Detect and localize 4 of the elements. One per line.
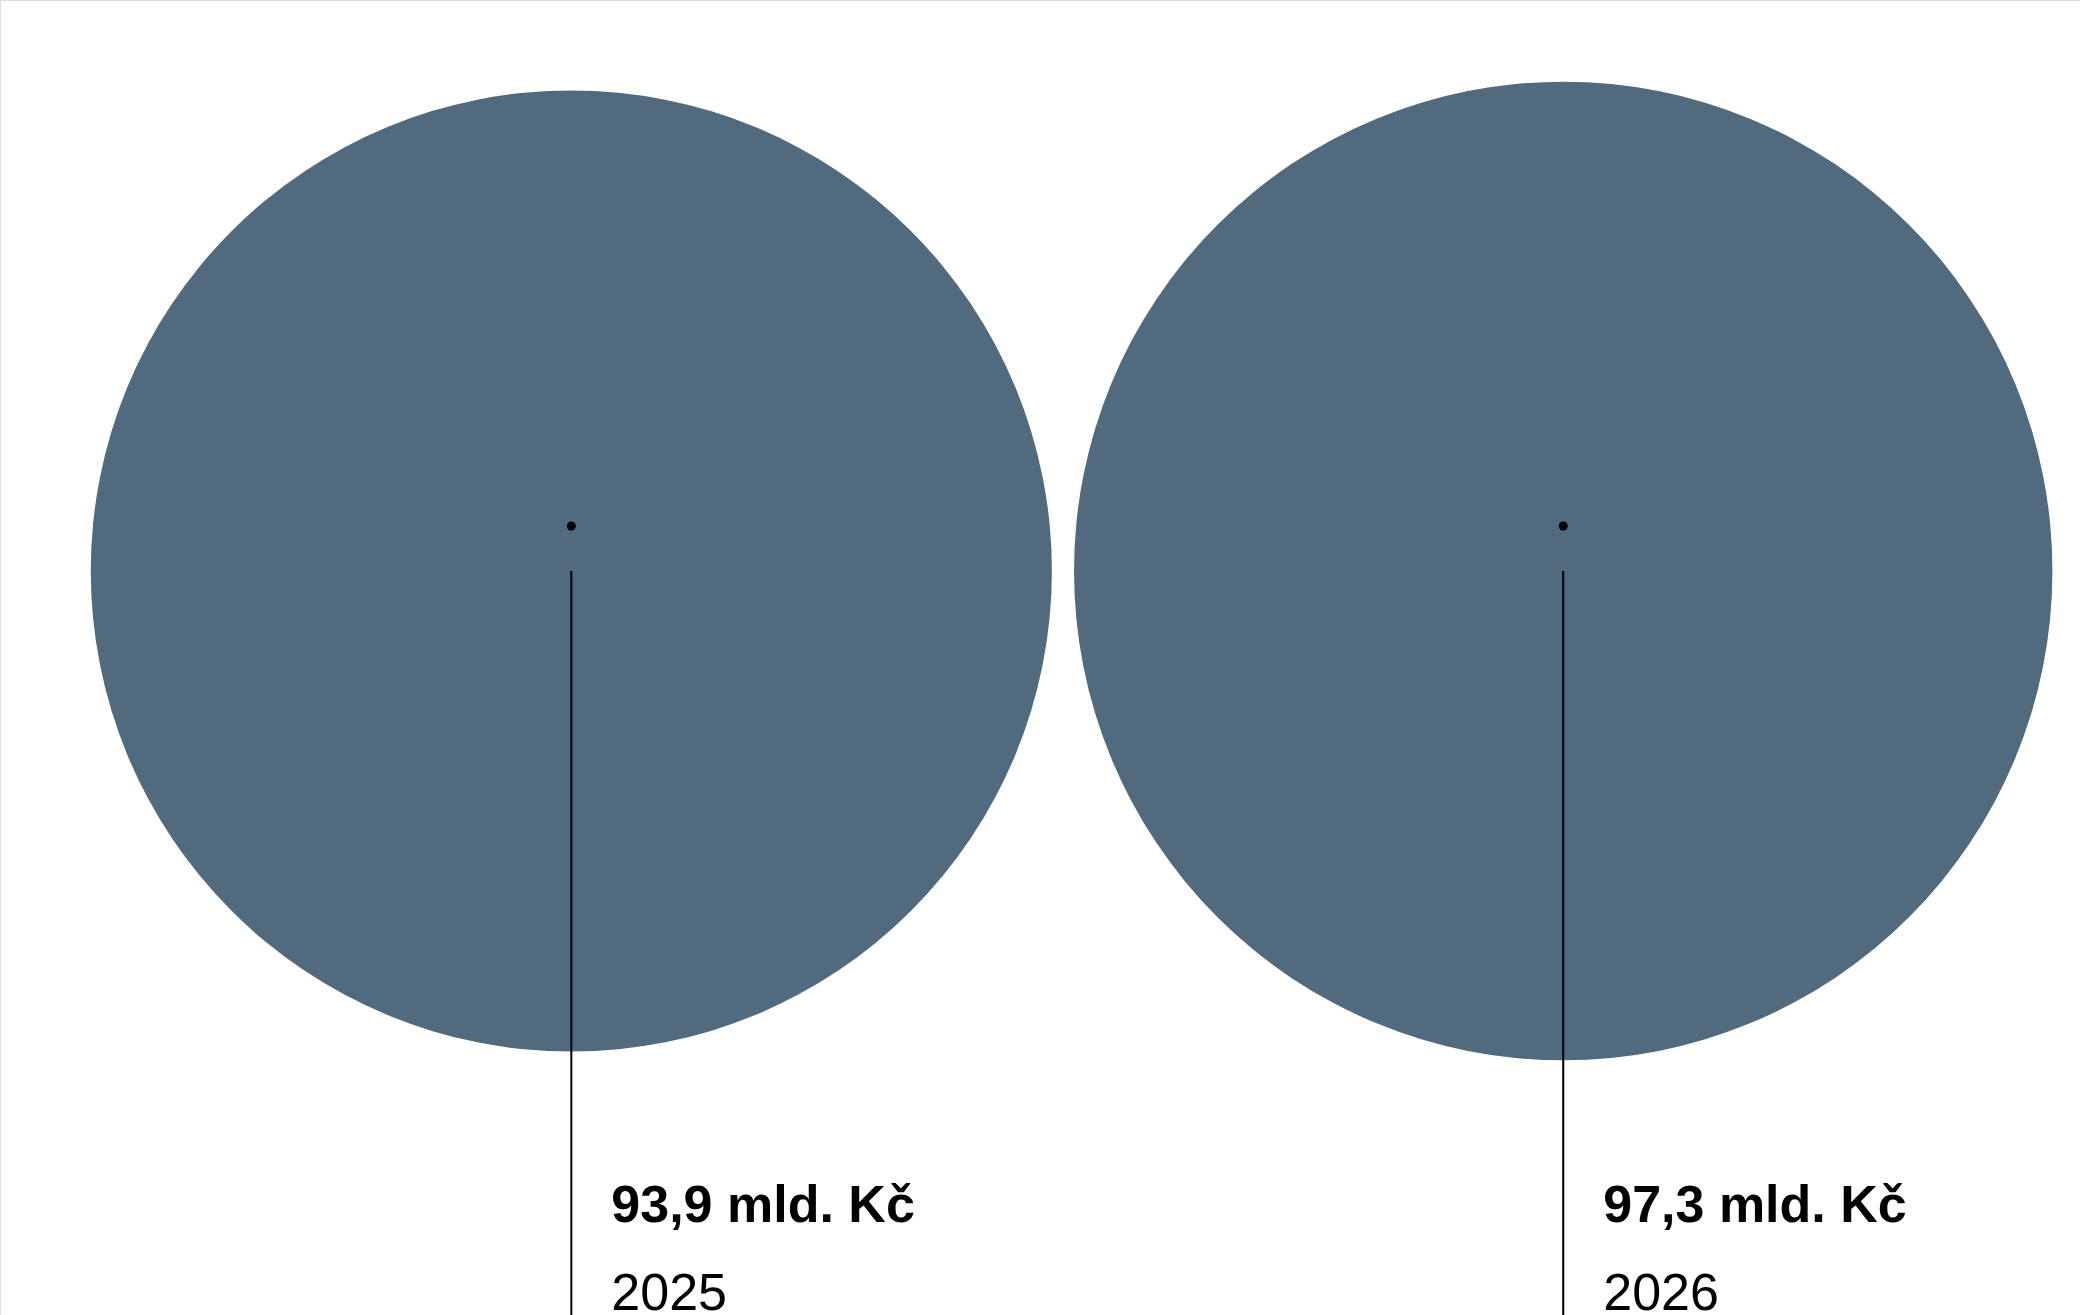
data-label: 93,9 mld. Kč: [611, 1175, 915, 1233]
data-label: 97,3 mld. Kč: [1603, 1175, 1907, 1233]
category-label: 2026: [1603, 1263, 1719, 1315]
category-label: 2025: [611, 1263, 728, 1315]
